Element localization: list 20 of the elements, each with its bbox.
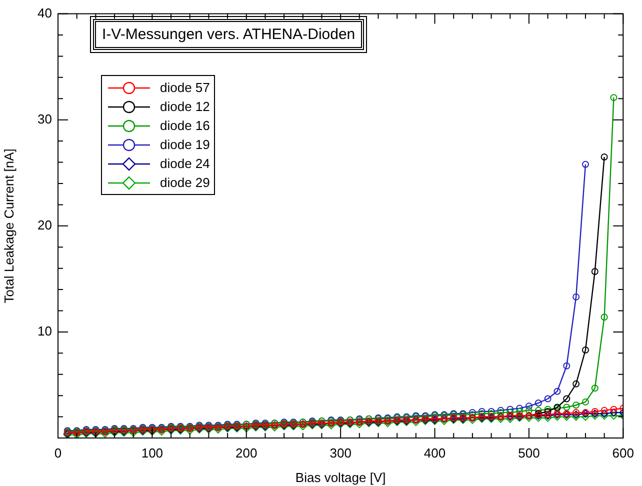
text: I-V-Messungen vers. ATHENA-Dioden (93, 19, 364, 50)
y-tick-label: 10 (38, 324, 52, 339)
y-tick-label: 30 (38, 111, 52, 126)
x-tick-label: 300 (330, 445, 352, 460)
legend-label: diode 57 (160, 80, 210, 95)
legend-label: diode 12 (160, 99, 210, 114)
x-tick-label: 200 (236, 445, 258, 460)
legend-label: diode 16 (160, 118, 210, 133)
legend-label: diode 29 (160, 175, 210, 190)
legend-label: diode 24 (160, 156, 210, 171)
x-axis-title: Bias voltage [V] (295, 470, 386, 485)
x-tick-label: 400 (424, 445, 446, 460)
y-axis-title: Total Leakage Current [nA] (1, 148, 16, 304)
x-tick-label: 0 (54, 445, 62, 460)
x-tick-label: 500 (518, 445, 540, 460)
legend-label: diode 19 (160, 137, 210, 152)
x-tick-label: 100 (141, 445, 164, 460)
y-tick-label: 40 (38, 5, 52, 20)
x-tick-label: 600 (612, 445, 634, 460)
y-tick-label: 20 (38, 217, 52, 232)
